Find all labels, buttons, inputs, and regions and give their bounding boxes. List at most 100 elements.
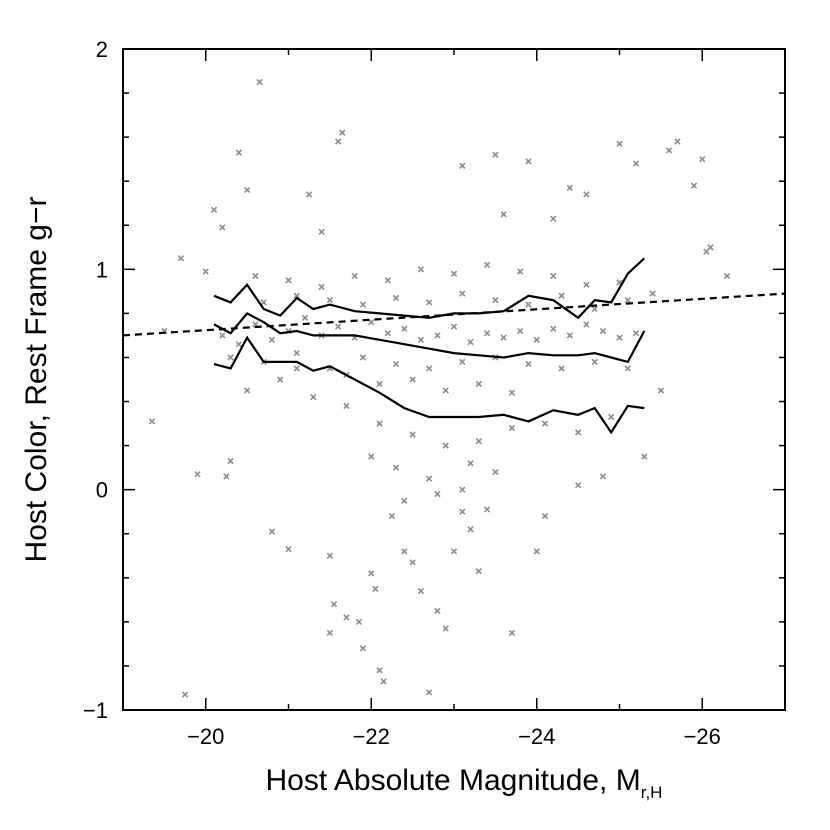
scatter-point <box>426 475 433 482</box>
scatter-point <box>219 224 226 231</box>
scatter-point <box>318 283 325 291</box>
scatter-point <box>616 140 623 147</box>
scatter-point <box>384 277 391 284</box>
scatter-point <box>591 305 598 313</box>
scatter-point <box>268 528 276 535</box>
scatter-point <box>359 301 367 308</box>
scatter-point <box>326 629 334 637</box>
scatter-point <box>426 689 433 696</box>
scatter-point <box>649 290 656 297</box>
running-percentile-line <box>213 335 645 435</box>
scatter-point <box>392 464 400 471</box>
scatter-point <box>665 147 673 154</box>
scatter-point <box>450 270 458 277</box>
scatter-point <box>388 512 396 520</box>
scatter-point <box>475 438 482 445</box>
scatter-point <box>434 607 441 615</box>
scatter-point <box>558 292 565 299</box>
y-tick-label: 0 <box>96 478 108 503</box>
scatter-point <box>252 272 259 280</box>
scatter-point <box>657 387 665 394</box>
scatter-point <box>376 420 383 427</box>
scatter-point <box>550 272 557 280</box>
scatter-point <box>243 387 251 394</box>
scatter-point <box>434 332 441 339</box>
dashed-fit-line <box>122 292 786 337</box>
scatter-point <box>202 268 209 275</box>
scatter-point <box>492 468 499 476</box>
scatter-point <box>310 393 317 401</box>
scatter-point <box>583 191 590 198</box>
scatter-point <box>210 206 218 214</box>
scatter-point <box>703 248 710 255</box>
scatter-point <box>500 211 507 218</box>
scatter-point <box>492 151 499 158</box>
scatter-point <box>624 365 631 372</box>
y-axis-label: Host Color, Rest Frame g−r <box>20 197 53 563</box>
scatter-points <box>148 78 731 698</box>
scatter-point <box>243 186 251 194</box>
scatter-point <box>500 334 507 341</box>
scatter-point <box>181 691 189 698</box>
x-tick-label: −24 <box>518 724 555 749</box>
scatter-point <box>467 338 474 346</box>
trend-lines <box>122 257 786 435</box>
scatter-point <box>177 255 185 262</box>
scatter-point <box>492 297 499 304</box>
scatter-point <box>616 334 623 341</box>
scatter-point <box>632 330 640 337</box>
y-tick-label: −1 <box>83 698 108 723</box>
scatter-point <box>194 471 201 478</box>
scatter-point <box>326 552 334 559</box>
scatter-point <box>409 376 416 383</box>
scatter-point <box>475 380 482 388</box>
running-percentile-line <box>213 257 646 320</box>
scatter-point <box>632 160 640 167</box>
scatter-point <box>467 526 474 533</box>
scatter-point <box>368 453 375 460</box>
scatter-point <box>674 138 681 145</box>
scatter-point <box>401 548 408 555</box>
scatter-point <box>260 299 267 306</box>
scatter-point <box>583 281 590 288</box>
scatter-point <box>459 162 466 169</box>
scatter-point <box>442 387 449 394</box>
scatter-point <box>380 678 387 685</box>
scatter-point <box>723 272 731 280</box>
scatter-point <box>483 330 491 337</box>
scatter-point <box>409 431 416 438</box>
scatter-point <box>591 358 598 366</box>
scatter-point <box>599 473 607 480</box>
scatter-point <box>533 336 540 344</box>
scatter-point <box>318 228 325 236</box>
x-axis-label-main: Host Absolute Magnitude, M <box>266 764 641 797</box>
scatter-point <box>508 629 516 637</box>
scatter-point <box>293 365 300 372</box>
scatter-point <box>227 457 234 465</box>
scatter-point <box>550 215 557 222</box>
scatter-point <box>227 354 234 361</box>
y-tick-labels: −1 0 1 2 <box>83 37 108 723</box>
scatter-point <box>343 614 350 621</box>
scatter-point <box>277 376 284 383</box>
scatter-point <box>285 545 292 553</box>
scatter-point <box>508 389 516 396</box>
scatter-point <box>351 272 358 280</box>
scatter-point <box>508 424 516 432</box>
plot-frame <box>122 48 786 711</box>
x-axis-label-subscript: r,H <box>641 783 663 802</box>
scatter-point <box>372 585 379 592</box>
scatter-point <box>434 490 441 498</box>
scatter-point <box>541 420 549 427</box>
scatter-point <box>450 548 458 555</box>
x-tick-labels: −20 −22 −24 −26 <box>187 724 721 749</box>
scatter-point <box>599 327 607 335</box>
scatter-point <box>235 149 243 156</box>
scatter-point <box>442 625 449 632</box>
scatter-point <box>517 327 524 335</box>
scatter-point <box>409 559 416 566</box>
x-tick-label: −22 <box>353 724 390 749</box>
scatter-point <box>148 418 156 425</box>
x-tick-label: −20 <box>187 724 224 749</box>
